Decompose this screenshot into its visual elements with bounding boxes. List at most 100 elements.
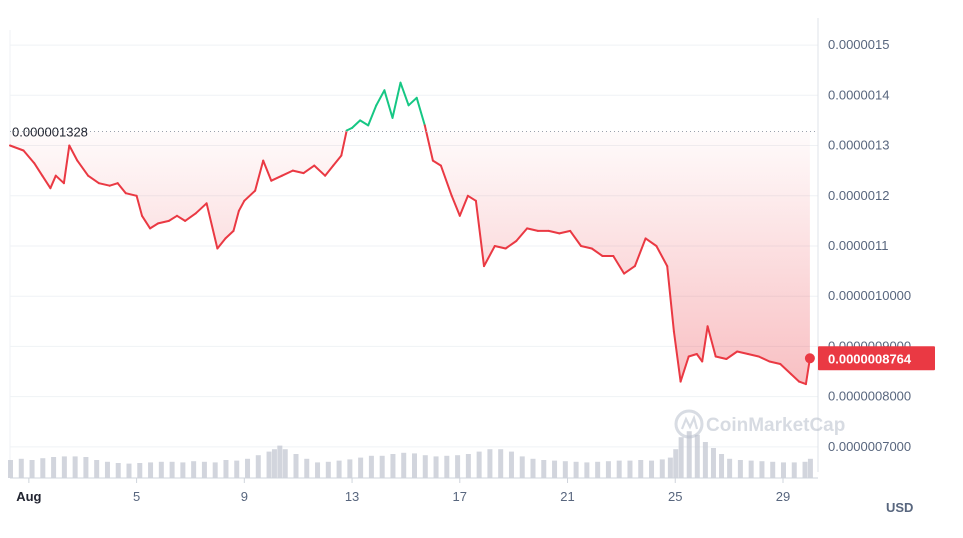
price-line-segment — [493, 245, 507, 250]
price-line-segment — [431, 159, 442, 167]
price-line-segment — [612, 255, 626, 275]
volume-bar — [659, 459, 665, 478]
price-line-segment — [644, 237, 658, 247]
price-line-segment — [474, 199, 485, 268]
price-line-segment — [141, 214, 152, 230]
price-line-segment — [237, 199, 246, 212]
volume-bars — [8, 431, 818, 479]
price-line-segment — [33, 162, 44, 177]
volume-bar — [667, 457, 673, 478]
price-line-segment — [790, 373, 801, 383]
price-line-segment — [262, 159, 273, 182]
x-tick-label: Aug — [16, 489, 41, 504]
price-line-segment — [695, 353, 704, 363]
price-line-segment — [466, 194, 477, 202]
price-line-segment — [49, 174, 57, 190]
volume-bar — [616, 460, 622, 478]
y-tick-label: 0.0000013 — [828, 138, 889, 153]
volume-bar — [336, 460, 342, 478]
price-line-segment — [383, 89, 394, 119]
volume-bar — [678, 437, 684, 478]
volume-bar — [759, 461, 765, 478]
price-line-segment — [768, 360, 782, 365]
price-line-segment — [302, 164, 316, 175]
price-line-segment — [633, 237, 647, 268]
volume-bar — [412, 453, 417, 478]
x-axis: Aug 5 9 13 17 21 25 29 — [16, 478, 790, 504]
volume-bar — [465, 454, 471, 478]
price-line-segment — [22, 149, 36, 165]
volume-bar — [51, 457, 57, 478]
volume-bar — [169, 461, 175, 478]
price-line-segment — [270, 174, 283, 182]
volume-bar — [212, 462, 218, 478]
price-line-segment — [97, 182, 111, 187]
price-line-segment — [580, 245, 593, 250]
price-line-segment — [135, 194, 143, 217]
volume-bar — [686, 431, 692, 478]
price-line-segment — [216, 237, 227, 250]
reference-price: 0.000001328 — [10, 124, 818, 139]
y-tick-label: 0.0000007000 — [828, 439, 911, 454]
price-area — [10, 131, 810, 385]
volume-bar — [325, 461, 331, 478]
volume-bar — [271, 449, 277, 478]
volume-bar — [802, 461, 808, 478]
price-line-segment — [391, 81, 402, 119]
price-line-segment — [68, 144, 79, 162]
price-line-segment — [415, 96, 426, 127]
volume-bar — [255, 455, 261, 478]
price-line-segment — [367, 104, 378, 127]
volume-bar — [737, 460, 743, 478]
volume-bar — [158, 461, 164, 478]
volume-bar — [94, 460, 100, 478]
current-price-badge-bg — [818, 346, 935, 371]
volume-bar — [552, 460, 558, 478]
volume-bar — [61, 456, 67, 478]
price-line-segment — [254, 159, 265, 192]
price-line-segment — [224, 229, 235, 240]
price-line-segment — [176, 214, 187, 222]
volume-bar — [807, 458, 813, 478]
volume-bar — [115, 463, 121, 478]
price-line-segment — [757, 355, 771, 363]
x-tick-label: 17 — [453, 489, 467, 504]
price-line-segment — [359, 119, 370, 127]
volume-bar — [562, 461, 568, 478]
volume-bar — [727, 458, 733, 478]
volume-bar — [29, 460, 35, 478]
volume-bar — [72, 456, 78, 478]
price-line-segment — [116, 182, 127, 195]
volume-bar — [422, 455, 428, 478]
volume-bar — [638, 460, 644, 478]
price-line-segment — [706, 325, 717, 358]
price-line-segment — [54, 174, 65, 185]
current-price-dot — [804, 353, 815, 364]
x-tick-label: 25 — [668, 489, 682, 504]
price-line-segment — [375, 89, 386, 107]
price-line-segment — [108, 182, 119, 187]
price-line-segment — [194, 202, 208, 215]
y-tick-label: 0.0000015 — [828, 37, 889, 52]
volume-bar — [433, 456, 439, 478]
y-tick-label: 0.0000008000 — [828, 389, 911, 404]
x-tick-label: 29 — [776, 489, 790, 504]
price-line-segment — [332, 154, 343, 167]
volume-bar — [719, 454, 725, 478]
price-line-segment — [687, 353, 698, 358]
volume-bar — [694, 434, 700, 478]
coinmarketcap-logo-icon — [674, 409, 704, 439]
volume-bar — [223, 460, 229, 478]
volume-bar — [541, 460, 547, 478]
price-line-segment — [569, 229, 582, 247]
current-price-badge: 0.0000008764 — [804, 346, 935, 371]
price-line-segment — [450, 194, 461, 217]
volume-bar — [710, 448, 716, 478]
price-line-segment — [351, 119, 362, 129]
volume-bar — [748, 460, 754, 478]
x-tick-label: 5 — [133, 489, 140, 504]
volume-bar — [455, 455, 461, 478]
volume-bar — [104, 461, 110, 478]
volume-bar — [83, 457, 89, 478]
